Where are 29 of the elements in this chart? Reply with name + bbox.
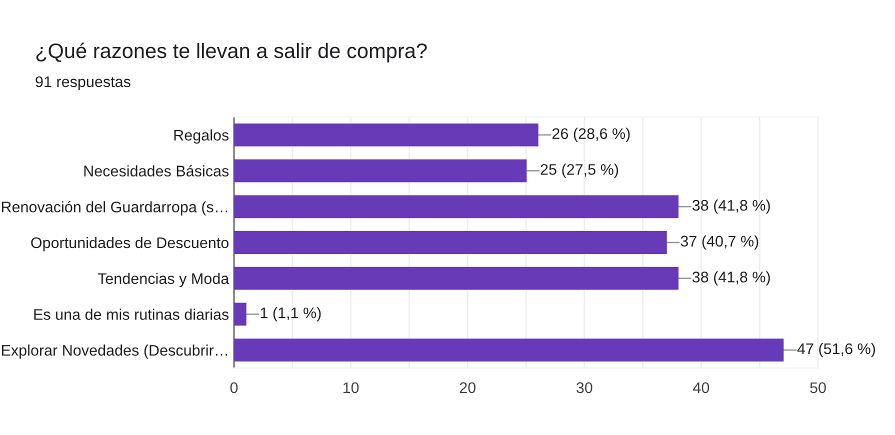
y-tick-label: Tendencias y Moda	[98, 272, 230, 288]
bar	[234, 231, 667, 254]
y-tick-label: Renovación del Guardarropa (s…	[2, 201, 228, 216]
y-tick-label: Regalos	[174, 129, 229, 144]
y-tick-label: Es una de mis rutinas diarias	[34, 308, 229, 320]
x-tick-label: 0	[230, 382, 238, 394]
x-tick-label: 10	[343, 382, 359, 394]
bar	[234, 123, 538, 146]
y-tick-label: Explorar Novedades (Descubrir…	[2, 344, 228, 359]
y-tick-label: Oportunidades de Descuento	[31, 236, 229, 252]
bar	[234, 302, 246, 326]
data-label: 25 (27,5 %)	[540, 164, 618, 178]
data-label: 37 (40,7 %)	[680, 235, 758, 250]
chart-title: ¿Qué razones te llevan a salir de compra?	[36, 42, 427, 62]
bar	[234, 159, 527, 182]
x-tick-label: 30	[576, 382, 592, 394]
data-label: 47 (51,6 %)	[797, 342, 876, 358]
text: 91 respuestas	[36, 76, 130, 90]
bar	[234, 195, 679, 218]
x-tick-label: 20	[460, 382, 476, 394]
bar	[234, 266, 679, 290]
y-tick-label: Necesidades Básicas	[84, 165, 229, 176]
data-label: 38 (41,8 %)	[692, 271, 770, 286]
data-label: 1 (1,1 %)	[260, 307, 321, 322]
x-tick-label: 40	[693, 382, 710, 394]
data-label: 26 (28,6 %)	[552, 128, 630, 142]
bar	[234, 338, 784, 362]
data-label: 38 (41,8 %)	[692, 200, 770, 214]
x-tick-label: 50	[810, 382, 826, 394]
